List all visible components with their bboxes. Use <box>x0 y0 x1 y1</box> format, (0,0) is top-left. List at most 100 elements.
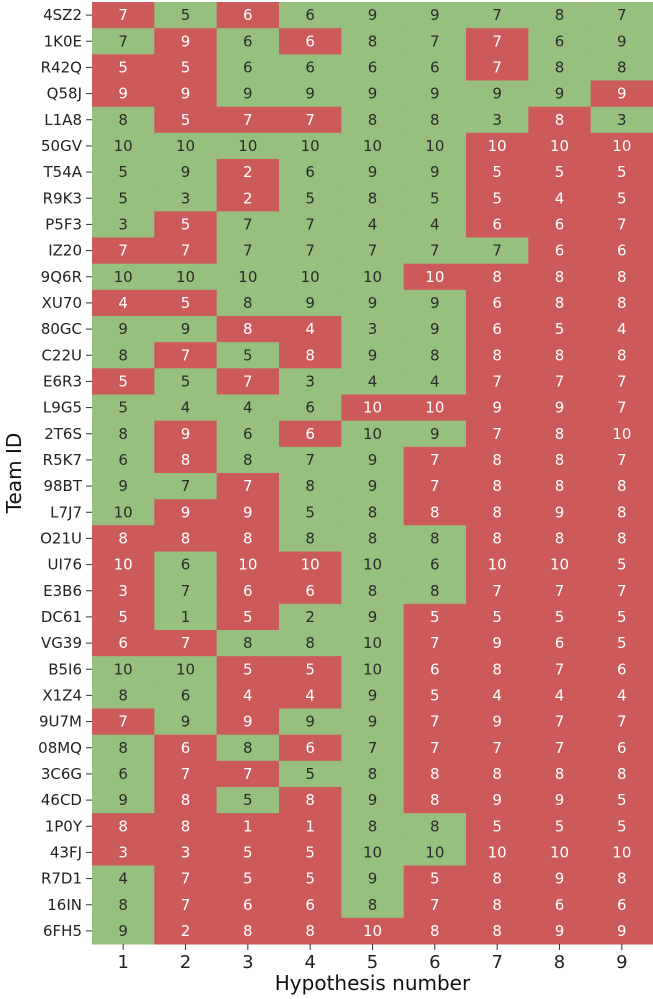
heatmap-cell <box>528 891 592 919</box>
heatmap-cell <box>466 132 529 160</box>
cell-value-label: 8 <box>368 582 378 600</box>
cell-value-label: 5 <box>555 608 565 626</box>
heatmap-cell <box>279 656 342 683</box>
heatmap-cell <box>154 813 218 840</box>
heatmap-cell <box>341 211 405 238</box>
cell-value-label: 6 <box>243 32 253 50</box>
cell-value-label: 9 <box>368 85 378 103</box>
cell-value-label: 9 <box>492 85 502 103</box>
cell-value-label: 5 <box>181 372 191 390</box>
cell-value-label: 3 <box>118 582 128 600</box>
heatmap-cell <box>341 263 405 291</box>
heatmap-cell <box>528 551 592 579</box>
heatmap-cell <box>279 211 342 238</box>
heatmap-cell <box>590 656 653 683</box>
heatmap-cell <box>92 839 155 866</box>
cell-value-label: 8 <box>368 32 378 50</box>
heatmap-cell <box>590 342 653 369</box>
cell-value-label: 5 <box>430 608 440 626</box>
heatmap-cell <box>466 891 529 919</box>
heatmap-cell <box>92 316 155 343</box>
heatmap-cell <box>216 420 280 448</box>
cell-value-label: 8 <box>181 529 191 547</box>
heatmap-cell <box>466 368 529 395</box>
heatmap-cell <box>154 54 218 81</box>
cell-value-label: 5 <box>181 58 191 76</box>
cell-value-label: 8 <box>430 346 440 364</box>
heatmap-cell-labels: 7 5 6 6 9 9 7 8 7 7 9 6 6 8 7 7 6 9 5 5 6 6 6 6 7 8 8 9 9 9 9 9 9 9 9 9 8 5 7 7… <box>114 6 632 940</box>
cell-value-label: 8 <box>368 503 378 521</box>
heatmap-cell <box>403 80 467 108</box>
heatmap-cell <box>528 237 592 265</box>
cell-value-label: 6 <box>617 242 627 260</box>
cell-value-label: 7 <box>181 870 191 888</box>
cell-value-label: 8 <box>243 634 253 652</box>
cell-value-label: 8 <box>617 58 627 76</box>
y-tick-label: P5F3 <box>45 215 82 233</box>
cell-value-label: 8 <box>118 111 128 129</box>
heatmap-cell <box>466 813 529 840</box>
heatmap-cell <box>403 342 467 369</box>
cell-value-label: 7 <box>617 6 627 24</box>
cell-value-label: 8 <box>492 346 502 364</box>
heatmap-cell <box>92 760 155 788</box>
heatmap-cell <box>590 839 653 866</box>
y-tick-label: 3C6G <box>41 765 82 783</box>
heatmap-cell <box>528 734 592 762</box>
cell-value-label: 7 <box>181 896 191 914</box>
heatmap-cell <box>590 211 653 238</box>
heatmap-cell <box>528 263 592 291</box>
cell-value-label: 5 <box>492 817 502 835</box>
heatmap-cell <box>279 394 342 422</box>
heatmap-cell <box>279 760 342 788</box>
cell-value-label: 7 <box>430 713 440 731</box>
cell-value-label: 7 <box>492 739 502 757</box>
heatmap-cell <box>403 211 467 238</box>
cell-value-label: 5 <box>305 503 315 521</box>
y-tick-label: 98BT <box>43 477 82 495</box>
cell-value-label: 9 <box>181 425 191 443</box>
y-tick-label: L7J7 <box>50 503 82 521</box>
cell-value-label: 4 <box>305 686 315 704</box>
cell-value-label: 8 <box>430 791 440 809</box>
cell-value-label: 6 <box>243 6 253 24</box>
heatmap-cell <box>466 237 529 265</box>
cell-value-label: 6 <box>555 215 565 233</box>
cell-value-label: 8 <box>181 451 191 469</box>
heatmap-cell <box>528 865 592 893</box>
heatmap-cell <box>466 2 529 29</box>
heatmap-cell <box>590 316 653 343</box>
cell-value-label: 10 <box>176 660 195 678</box>
heatmap-cell <box>466 708 529 736</box>
heatmap-cell <box>216 159 280 186</box>
cell-value-label: 5 <box>118 163 128 181</box>
heatmap-cell <box>216 316 280 343</box>
heatmap-cell <box>279 917 342 945</box>
cell-value-label: 6 <box>492 320 502 338</box>
cell-value-label: 7 <box>430 739 440 757</box>
cell-value-label: 5 <box>305 843 315 861</box>
y-tick-label: X1Z4 <box>42 686 82 704</box>
cell-value-label: 10 <box>301 268 320 286</box>
heatmap-cell <box>341 2 405 29</box>
cell-value-label: 2 <box>243 189 253 207</box>
x-tick-label: 8 <box>554 952 565 973</box>
cell-value-label: 10 <box>238 556 257 574</box>
heatmap-cell <box>216 446 280 474</box>
heatmap-cell <box>466 446 529 474</box>
cell-value-label: 5 <box>617 634 627 652</box>
heatmap-cell <box>590 473 653 500</box>
cell-value-label: 8 <box>181 791 191 809</box>
heatmap-cell <box>279 787 342 814</box>
heatmap-cell <box>528 80 592 108</box>
cell-value-label: 8 <box>368 817 378 835</box>
cell-value-label: 10 <box>114 503 133 521</box>
cell-value-label: 9 <box>430 294 440 312</box>
cell-value-label: 9 <box>243 503 253 521</box>
cell-value-label: 10 <box>176 137 195 155</box>
cell-value-label: 8 <box>243 922 253 940</box>
heatmap-cell <box>403 577 467 605</box>
heatmap-cell <box>279 708 342 736</box>
heatmap-cell <box>216 787 280 814</box>
heatmap-cell <box>154 185 218 212</box>
